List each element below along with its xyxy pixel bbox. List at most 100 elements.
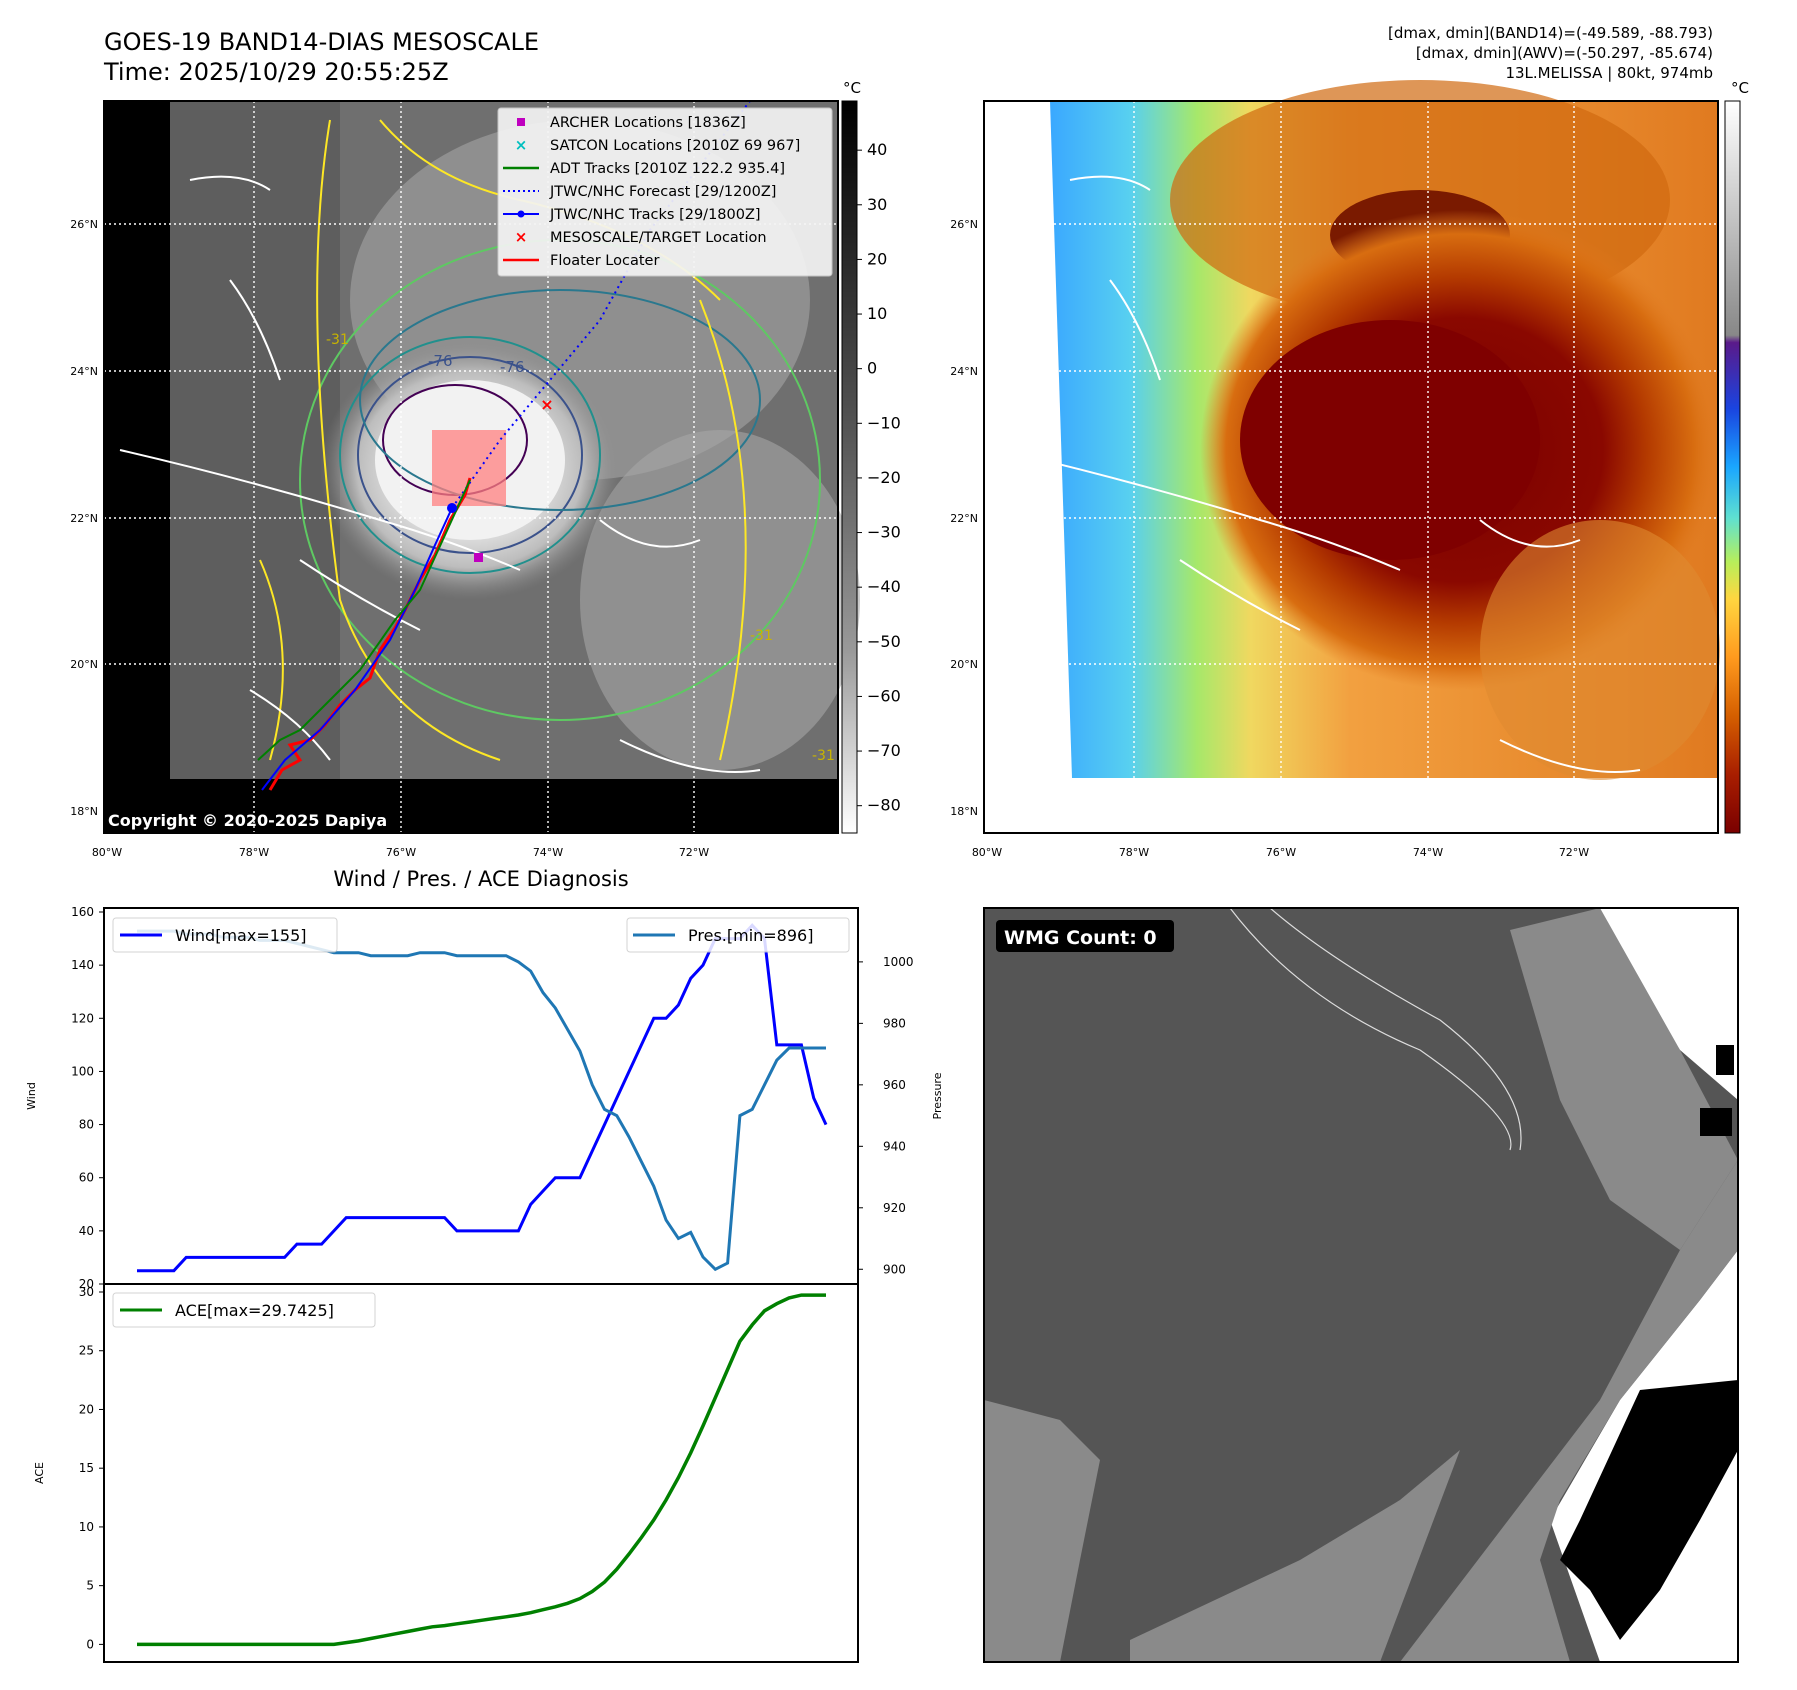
awv-lat-labels: 26°N 24°N 22°N 20°N 18°N <box>950 218 978 818</box>
ace-tick-label: 5 <box>86 1579 94 1593</box>
legend-marker-dot <box>517 210 525 218</box>
wind-tick-label: 20 <box>79 1277 94 1291</box>
lat-label: 22°N <box>70 512 98 525</box>
series-line-ace <box>137 1293 826 1647</box>
colorbar-tick-label: 30 <box>867 195 887 214</box>
ir-colorbar: °C 40 30 20 10 0 −10 −20 −30 −40 −50 −60 −70 −80 <box>841 79 901 834</box>
lat-label: 18°N <box>70 805 98 818</box>
wind-pres-chart: 20 40 60 80 100 120 140 160 900 920 940 960 980 1000 W… <box>71 905 913 1291</box>
lon-label: 72°W <box>1559 846 1589 859</box>
figure-title: GOES-19 BAND14-DIAS MESOSCALE <box>104 28 539 56</box>
lon-label: 78°W <box>1119 846 1149 859</box>
stats-band14: [dmax, dmin](BAND14)=(-49.589, -88.793) <box>1388 24 1713 42</box>
legend-label: JTWC/NHC Forecast [29/1200Z] <box>549 184 776 200</box>
lon-label: 78°W <box>239 846 269 859</box>
colorbar-tick-label: −50 <box>867 632 901 651</box>
pressure-tick-label: 1000 <box>883 955 914 969</box>
lat-label: 26°N <box>950 218 978 231</box>
wind-tick-label: 80 <box>79 1118 94 1132</box>
pressure-tick-label: 900 <box>883 1262 906 1276</box>
lon-label: 72°W <box>679 846 709 859</box>
ace-tick-label: 15 <box>79 1461 94 1475</box>
lat-label: 26°N <box>70 218 98 231</box>
legend-label: Pres.[min=896] <box>688 926 813 945</box>
colorbar-tick-label: −60 <box>867 686 901 705</box>
svg-text:×: × <box>540 395 553 414</box>
legend-marker: × <box>515 136 528 154</box>
contour-label: -31 <box>750 628 773 644</box>
awv-lon-labels: 80°W 78°W 76°W 74°W 72°W <box>972 846 1589 859</box>
legend-label: SATCON Locations [2010Z 69 967] <box>550 138 800 154</box>
contour-label: -31 <box>812 748 835 764</box>
legend-marker <box>517 118 525 126</box>
ace-chart: 0 5 10 15 20 25 30 ACE[max=29.7425] <box>79 1283 859 1663</box>
wind-tick-label: 140 <box>71 958 94 972</box>
diagnosis-title: Wind / Pres. / ACE Diagnosis <box>333 867 628 891</box>
colorbar-tick-label: −70 <box>867 741 901 760</box>
legend-marker: × <box>515 228 528 246</box>
colorbar-tick-label: 10 <box>867 304 887 323</box>
colorbar-unit: °C <box>1731 79 1749 97</box>
ace-axis-label: ACE <box>33 1462 46 1484</box>
ir-legend: ARCHER Locations [1836Z] × SATCON Location… <box>497 107 833 277</box>
lon-label: 80°W <box>972 846 1002 859</box>
lat-label: 20°N <box>70 658 98 671</box>
colorbar-tick-label: 40 <box>867 140 887 159</box>
colorbar-tick-label: −80 <box>867 796 901 815</box>
pressure-tick-label: 960 <box>883 1078 906 1092</box>
wmg-panel: WMG Count: 0 <box>983 907 1739 1663</box>
legend-label: ARCHER Locations [1836Z] <box>550 115 746 131</box>
lon-label: 74°W <box>533 846 563 859</box>
lon-label: 80°W <box>92 846 122 859</box>
lat-label: 24°N <box>70 365 98 378</box>
lat-label: 18°N <box>950 805 978 818</box>
pressure-legend: Pres.[min=896] <box>626 917 850 953</box>
lat-label: 24°N <box>950 365 978 378</box>
ace-legend: ACE[max=29.7425] <box>112 1292 376 1328</box>
pressure-tick-label: 920 <box>883 1201 906 1215</box>
wind-tick-label: 60 <box>79 1171 94 1185</box>
wind-tick-label: 100 <box>71 1064 94 1078</box>
wind-legend: Wind[max=155] <box>112 917 338 953</box>
pressure-axis-label: Pressure <box>931 1072 944 1119</box>
colorbar-tick-label: −40 <box>867 577 901 596</box>
colorbar-tick-label: 20 <box>867 249 887 268</box>
legend-label: Floater Locater <box>550 253 659 269</box>
legend-label: JTWC/NHC Tracks [29/1800Z] <box>549 207 761 223</box>
ace-tick-label: 30 <box>79 1285 94 1299</box>
lat-label: 22°N <box>950 512 978 525</box>
contour-label: -76 <box>428 352 453 370</box>
ir-lat-labels: 26°N 24°N 22°N 20°N 18°N <box>70 218 98 818</box>
lon-label: 76°W <box>386 846 416 859</box>
legend-label: Wind[max=155] <box>175 926 307 945</box>
ace-tick-label: 25 <box>79 1344 94 1358</box>
ace-tick-label: 20 <box>79 1402 94 1416</box>
legend-label: ACE[max=29.7425] <box>175 1301 334 1320</box>
ace-tick-label: 0 <box>86 1637 94 1651</box>
figure-time: Time: 2025/10/29 20:55:25Z <box>103 58 449 86</box>
wind-tick-label: 160 <box>71 905 94 919</box>
colorbar-tick-label: −10 <box>867 413 901 432</box>
wind-axis-label: Wind <box>25 1082 38 1110</box>
colorbar-tick-label: −20 <box>867 468 901 487</box>
awv-panel <box>983 80 1720 834</box>
wmg-count: WMG Count: 0 <box>1004 927 1157 949</box>
colorbar-tick-label: −30 <box>867 523 901 542</box>
storm-info: 13L.MELISSA | 80kt, 974mb <box>1505 64 1713 82</box>
ir-lon-labels: 80°W 78°W 76°W 74°W 72°W <box>92 846 709 859</box>
legend-label: MESOSCALE/TARGET Location <box>550 230 767 246</box>
pressure-tick-label: 940 <box>883 1139 906 1153</box>
copyright: Copyright © 2020-2025 Dapiya <box>108 811 387 830</box>
wind-tick-label: 40 <box>79 1224 94 1238</box>
contour-label: -31 <box>326 332 349 348</box>
stats-awv: [dmax, dmin](AWV)=(-50.297, -85.674) <box>1416 44 1713 62</box>
colorbar-unit: °C <box>843 79 861 97</box>
legend-label: ADT Tracks [2010Z 122.2 935.4] <box>550 161 785 177</box>
lat-label: 20°N <box>950 658 978 671</box>
ace-tick-label: 10 <box>79 1520 94 1534</box>
lon-label: 74°W <box>1413 846 1443 859</box>
pressure-tick-label: 980 <box>883 1016 906 1030</box>
colorbar-tick-label: 0 <box>867 359 877 378</box>
awv-colorbar: °C <box>1724 79 1749 834</box>
